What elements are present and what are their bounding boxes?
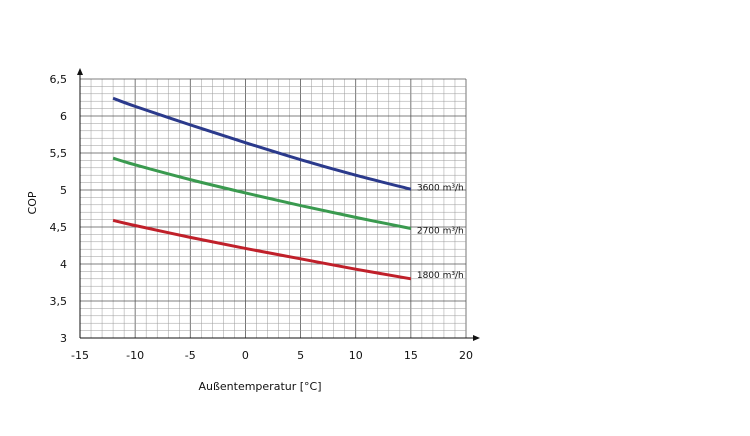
x-tick-label: 10 [349, 349, 363, 362]
y-tick-label: 3 [60, 332, 67, 345]
x-tick-label: -10 [126, 349, 144, 362]
y-tick-label: 3,5 [50, 295, 68, 308]
series-line [112, 156, 412, 230]
x-tick-label: 5 [297, 349, 304, 362]
y-tick-labels: 3 3,5 4 4,5 5 5,5 6 6,5 [50, 73, 68, 345]
axes [77, 68, 480, 341]
series-labels: 3600 m³/h 2700 m³/h 1800 m³/h [417, 183, 464, 281]
y-tick-label: 4 [60, 258, 67, 271]
series-line [112, 218, 412, 281]
grid [79, 78, 467, 339]
x-tick-label: 15 [404, 349, 418, 362]
series-label: 2700 m³/h [417, 226, 464, 236]
x-axis-title: Außentemperatur [°C] [198, 380, 321, 393]
y-tick-label: 6 [60, 110, 67, 123]
y-axis-title: COP [26, 191, 39, 214]
x-axis-arrow [473, 335, 480, 341]
y-axis-arrow [77, 68, 83, 75]
y-tick-label: 6,5 [50, 73, 68, 86]
x-tick-label: -15 [71, 349, 89, 362]
series-line [112, 96, 412, 191]
x-tick-label: -5 [185, 349, 196, 362]
series-label: 3600 m³/h [417, 183, 464, 193]
series-lines [112, 96, 412, 281]
x-tick-label: 20 [459, 349, 473, 362]
y-tick-label: 5,5 [50, 147, 68, 160]
y-tick-label: 5 [60, 184, 67, 197]
x-tick-label: 0 [242, 349, 249, 362]
series-label: 1800 m³/h [417, 271, 464, 281]
x-tick-labels: -15 -10 -5 0 5 10 15 20 [71, 349, 473, 362]
y-tick-label: 4,5 [50, 221, 68, 234]
